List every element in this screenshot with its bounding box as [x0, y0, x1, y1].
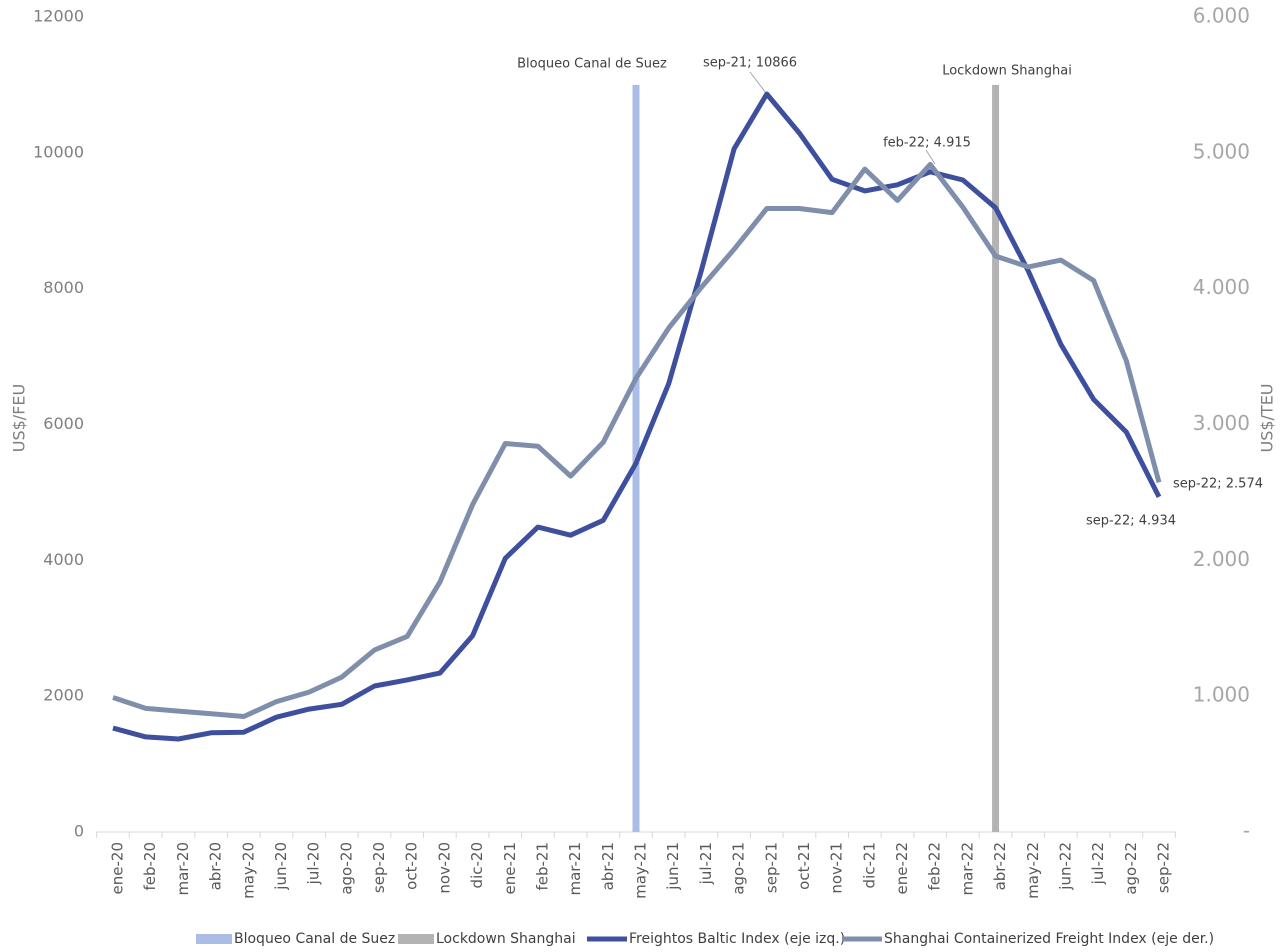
- y-tick-label: 8000: [43, 278, 84, 297]
- x-tick-label: ago-21: [730, 842, 748, 895]
- x-tick-label: jun-21: [664, 842, 682, 891]
- x-tick-label: ene-21: [501, 842, 519, 894]
- y2-axis-label: US$/TEU: [1258, 383, 1277, 452]
- x-tick-label: sep-21: [762, 842, 780, 893]
- x-tick-label: ago-20: [337, 842, 355, 895]
- x-tick-label: nov-20: [435, 842, 453, 894]
- legend-label: Freightos Baltic Index (eje izq.): [629, 931, 845, 947]
- x-tick-label: oct-20: [403, 842, 421, 890]
- x-tick-label: abr-20: [207, 842, 225, 890]
- annotation: sep-22; 2.574: [1173, 477, 1263, 492]
- x-tick-label: may-20: [239, 842, 257, 899]
- y-tick-label: 12000: [33, 7, 84, 26]
- legend-label: Lockdown Shanghai: [436, 931, 576, 947]
- y-axis-label: US$/FEU: [10, 384, 29, 452]
- x-tick-label: jul-21: [697, 842, 715, 885]
- y2-tick-label: 3.000: [1193, 411, 1250, 435]
- y-tick-label: 10000: [33, 142, 84, 161]
- x-tick-label: jul-22: [1089, 842, 1107, 885]
- legend-swatch: [196, 934, 232, 944]
- x-tick-label: feb-22: [926, 842, 944, 891]
- annotation: Lockdown Shanghai: [942, 64, 1072, 79]
- leader-line: [925, 149, 936, 165]
- legend-label: Bloqueo Canal de Suez: [234, 931, 395, 947]
- y-tick-label: 6000: [43, 414, 84, 433]
- x-tick-label: jul-20: [305, 842, 323, 885]
- y-tick-label: 4000: [43, 550, 84, 569]
- legend-swatch: [398, 934, 434, 944]
- x-tick-label: jun-22: [1056, 842, 1074, 891]
- x-tick-label: abr-22: [991, 842, 1009, 890]
- x-tick-label: dic-20: [468, 842, 486, 888]
- x-tick-label: nov-21: [828, 842, 846, 894]
- y2-tick-label: -: [1243, 819, 1250, 843]
- y2-tick-label: 5.000: [1193, 139, 1250, 163]
- x-tick-label: may-22: [1024, 842, 1042, 899]
- x-tick-label: feb-20: [141, 842, 159, 891]
- y2-tick-label: 2.000: [1193, 547, 1250, 571]
- leader-line: [749, 71, 767, 94]
- x-tick-label: mar-22: [958, 842, 976, 896]
- y2-tick-label: 6.000: [1193, 4, 1250, 28]
- x-tick-label: abr-21: [599, 842, 617, 890]
- series-line: [112, 91, 1162, 742]
- annotation: sep-21; 10866: [703, 56, 797, 71]
- x-tick-label: sep-22: [1155, 842, 1173, 893]
- x-tick-label: mar-20: [174, 842, 192, 896]
- x-tick-label: feb-21: [533, 842, 551, 891]
- series-line: [112, 161, 1162, 719]
- x-tick-label: ene-20: [109, 842, 127, 894]
- legend-label: Shanghai Containerized Freight Index (ej…: [884, 931, 1214, 947]
- x-tick-label: dic-21: [860, 842, 878, 888]
- y-tick-label: 0: [74, 822, 84, 841]
- event-bar: [992, 84, 1000, 832]
- y-tick-label: 2000: [43, 686, 84, 705]
- x-tick-label: oct-21: [795, 842, 813, 890]
- x-tick-label: ago-22: [1122, 842, 1140, 895]
- x-tick-label: may-21: [632, 842, 650, 899]
- y2-tick-label: 4.000: [1193, 275, 1250, 299]
- x-tick-label: ene-22: [893, 842, 911, 894]
- x-tick-label: jun-20: [272, 842, 290, 891]
- annotation: feb-22; 4.915: [883, 136, 971, 151]
- annotation: Bloqueo Canal de Suez: [517, 57, 667, 72]
- x-tick-label: sep-20: [370, 842, 388, 893]
- x-tick-label: mar-21: [566, 842, 584, 896]
- y2-tick-label: 1.000: [1193, 683, 1250, 707]
- annotation: sep-22; 4.934: [1086, 514, 1176, 529]
